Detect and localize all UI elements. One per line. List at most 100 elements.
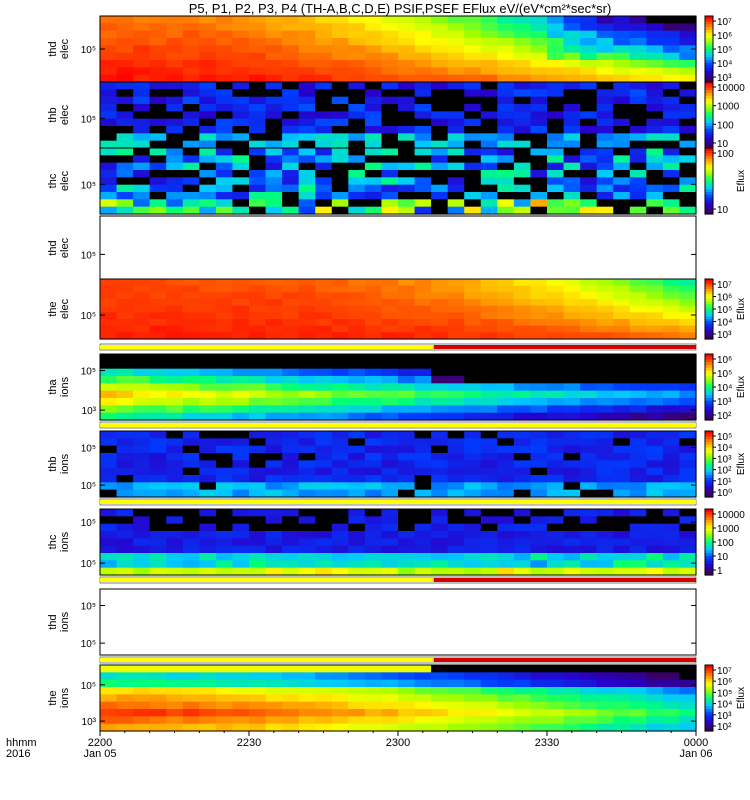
- heatmap-cell: [497, 412, 515, 421]
- heatmap-cell: [464, 509, 482, 517]
- heatmap-cell: [497, 538, 515, 547]
- heatmap-cell: [629, 475, 647, 483]
- heatmap-cell: [298, 368, 316, 377]
- heatmap-cell: [364, 545, 383, 554]
- colorbar-label: 10⁶: [717, 293, 732, 304]
- colorbar-step: [705, 381, 713, 385]
- heatmap-cell: [331, 509, 349, 517]
- heatmap-cell: [199, 672, 217, 681]
- heatmap-cell: [563, 545, 581, 554]
- heatmap-cell: [298, 170, 316, 178]
- heatmap-cell: [315, 516, 333, 525]
- heatmap-cell: [646, 694, 664, 703]
- heatmap-cell: [265, 30, 283, 39]
- heatmap-cell: [646, 133, 664, 142]
- heatmap-cell: [348, 354, 366, 362]
- heatmap-cell: [232, 292, 250, 300]
- heatmap-cell: [646, 687, 664, 695]
- heatmap-cell: [629, 184, 647, 193]
- colorbar-step: [705, 65, 713, 69]
- heatmap-cell: [613, 325, 631, 333]
- heatmap-cell: [331, 405, 349, 414]
- heatmap-cell: [133, 538, 151, 547]
- heatmap-cell: [282, 38, 300, 46]
- heatmap-cell: [232, 438, 250, 447]
- heatmap-cell: [381, 467, 399, 476]
- y-tick-label: 10³: [82, 717, 97, 728]
- heatmap-cell: [497, 545, 515, 554]
- heatmap-cell: [629, 126, 647, 134]
- heatmap-cell: [199, 74, 217, 83]
- heatmap-cell: [414, 16, 432, 24]
- heatmap-cell: [613, 516, 631, 525]
- colorbar-frame: [704, 147, 714, 215]
- heatmap-cell: [166, 325, 184, 333]
- heatmap-cell: [381, 279, 399, 287]
- heatmap-cell: [563, 305, 581, 313]
- heatmap-cell: [282, 687, 300, 695]
- heatmap-cell: [530, 509, 548, 517]
- heatmap-cell: [282, 467, 300, 476]
- heatmap-cell: [447, 30, 465, 39]
- colorbar-step: [705, 695, 713, 699]
- heatmap-cell: [513, 679, 532, 688]
- heatmap-cell: [464, 162, 482, 171]
- heatmap-cell: [646, 679, 664, 688]
- heatmap-cell: [215, 155, 234, 164]
- heatmap-cell: [249, 148, 267, 156]
- heatmap-cell: [381, 376, 399, 384]
- heatmap-cell: [282, 82, 300, 90]
- heatmap-cell: [364, 361, 383, 370]
- heatmap-cell: [513, 383, 532, 392]
- heatmap-cell: [497, 665, 515, 673]
- heatmap-cell: [398, 390, 416, 399]
- panel-ylabel: theions: [47, 687, 71, 708]
- heatmap-cell: [182, 509, 200, 517]
- heatmap-cell: [315, 709, 333, 717]
- heatmap-cell: [249, 184, 267, 193]
- heatmap-cell: [199, 82, 217, 90]
- heatmap-cell: [580, 45, 598, 54]
- heatmap-cell: [348, 16, 366, 24]
- heatmap-cell: [381, 460, 399, 469]
- panel-frame: [99, 278, 697, 340]
- heatmap-cell: [530, 292, 548, 300]
- heatmap-cell: [133, 299, 151, 307]
- heatmap-cell: [149, 325, 167, 333]
- heatmap-cell: [530, 60, 548, 68]
- heatmap-cell: [646, 177, 664, 186]
- heatmap-cell: [116, 531, 134, 539]
- heatmap-cell: [447, 390, 465, 399]
- heatmap-cell: [232, 74, 250, 83]
- colorbar-step: [705, 392, 713, 396]
- heatmap-cell: [249, 332, 267, 340]
- heatmap-cell: [348, 285, 366, 293]
- heatmap-cell: [580, 23, 598, 32]
- heatmap-cell: [414, 292, 432, 300]
- colorbar-step: [705, 112, 713, 116]
- heatmap-cell: [381, 52, 399, 61]
- heatmap-cell: [149, 405, 167, 414]
- heatmap-cell: [331, 148, 349, 156]
- heatmap-cell: [613, 170, 631, 178]
- heatmap: [100, 354, 697, 421]
- heatmap-cell: [298, 531, 316, 539]
- heatmap-cell: [199, 405, 217, 414]
- heatmap-cell: [464, 390, 482, 399]
- heatmap-cell: [100, 516, 118, 525]
- heatmap-cell: [298, 545, 316, 554]
- colorbar-label: 10⁵: [717, 688, 732, 699]
- heatmap-cell: [364, 199, 383, 208]
- heatmap-cell: [199, 516, 217, 525]
- heatmap-cell: [149, 312, 167, 320]
- heatmap-cell: [348, 30, 366, 39]
- heatmap-cell: [215, 52, 234, 61]
- heatmap-cell: [431, 285, 449, 293]
- heatmap-cell: [182, 162, 200, 171]
- heatmap-cell: [331, 467, 349, 476]
- heatmap-cell: [480, 723, 498, 732]
- colorbar-step: [705, 547, 713, 551]
- heatmap-cell: [116, 509, 134, 517]
- heatmap-cell: [100, 709, 118, 717]
- heatmap-cell: [398, 305, 416, 313]
